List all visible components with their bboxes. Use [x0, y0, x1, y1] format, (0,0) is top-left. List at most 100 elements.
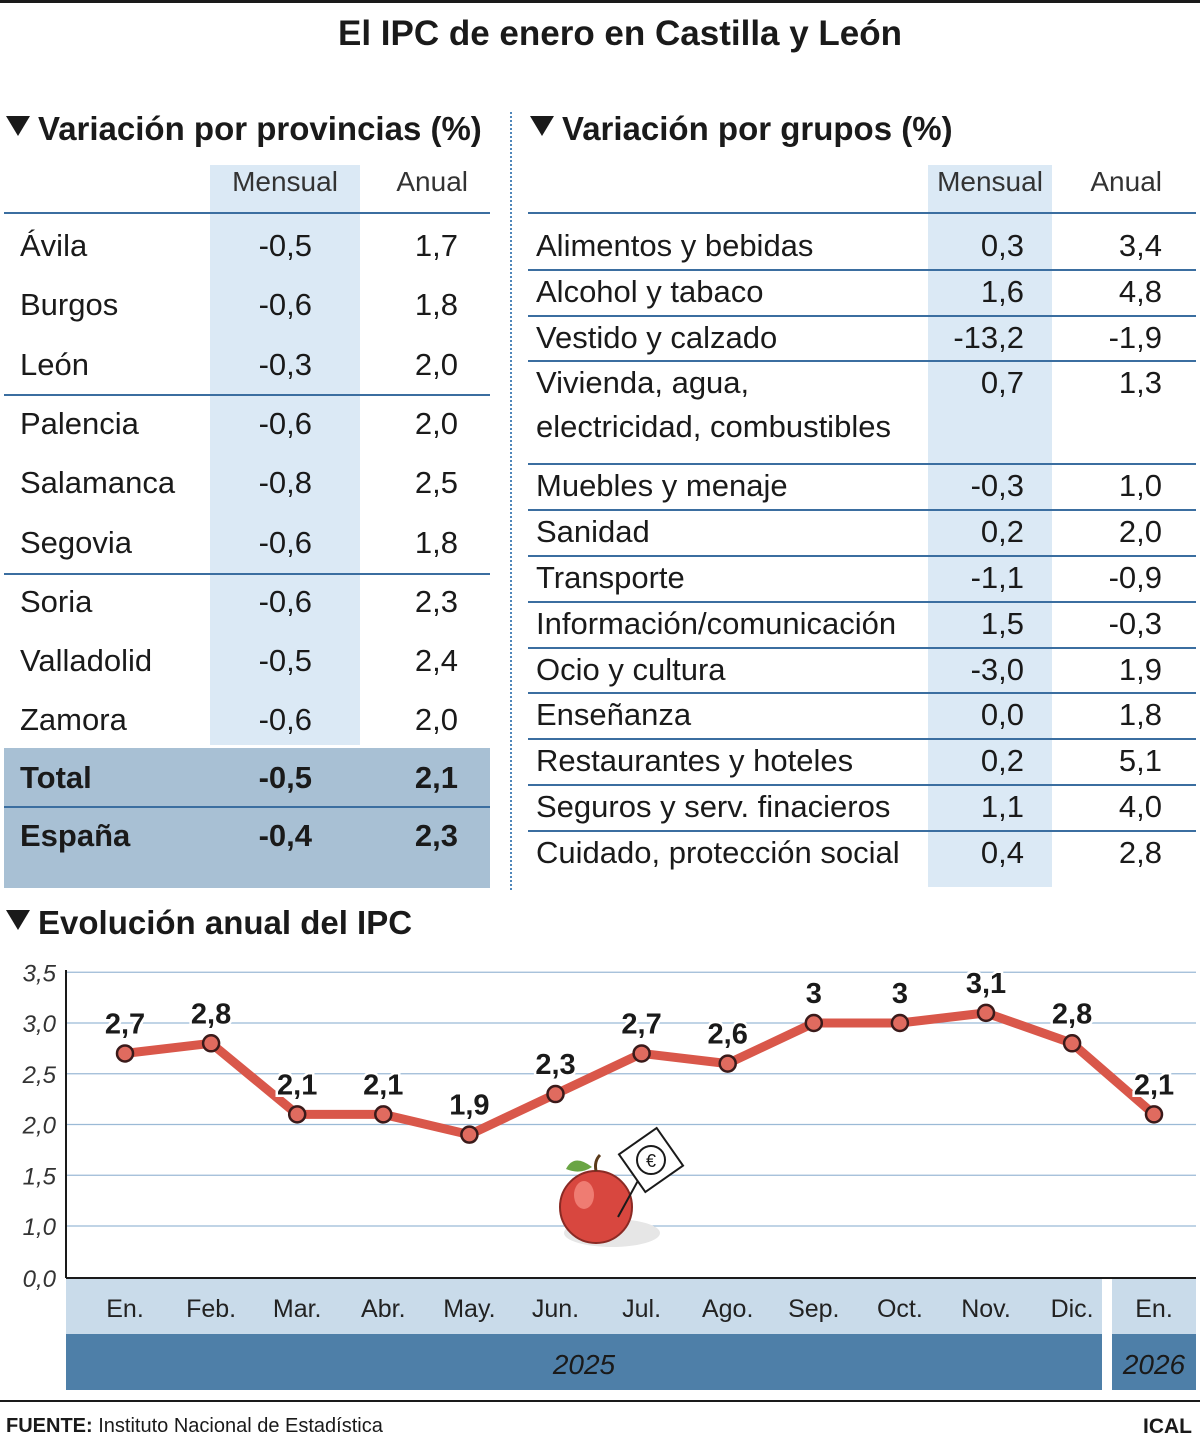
espana-anual: 2,3: [414, 818, 458, 853]
provincia-row: Zamora -0,6 2,0: [4, 702, 490, 752]
grupo-name: Alimentos y bebidas: [536, 228, 814, 263]
data-label: 2,6: [708, 1019, 748, 1051]
grupo-row-rule: [528, 829, 1196, 832]
provincia-mensual: -0,6: [258, 524, 312, 560]
data-label: 2,8: [191, 998, 231, 1030]
y-tick-label: 1,5: [23, 1163, 57, 1190]
grupo-mensual: -0,3: [970, 468, 1024, 504]
espana-row: España -0,4 2,3: [4, 808, 490, 888]
month-band-2026: [1112, 1278, 1196, 1334]
grupo-row: Alcohol y tabaco 1,6 4,8: [528, 270, 1196, 316]
x-tick-label: Sep.: [788, 1295, 839, 1323]
data-point: [718, 1054, 737, 1073]
grupo-mensual: 0,4: [980, 834, 1024, 870]
provincias-section-title: Variación por provincias (%): [6, 110, 482, 148]
grupo-row-rule: [528, 555, 1196, 557]
grupo-row: Vivienda, agua, electricidad, combustible…: [528, 361, 1196, 464]
provincia-anual: 1,8: [414, 524, 458, 560]
year-band-2025: [66, 1334, 1102, 1390]
y-tick-label: 2,5: [22, 1062, 57, 1089]
x-tick-label: Dic.: [1051, 1295, 1094, 1323]
grupos-header-anual: Anual: [1090, 166, 1162, 197]
grupo-name: Seguros y serv. finacieros: [536, 789, 891, 824]
grupo-row: Información/comunicación 1,5 -0,3: [528, 602, 1196, 648]
provincia-anual: 1,8: [414, 287, 458, 323]
provincia-name: Valladolid: [20, 643, 153, 679]
grupos-mensual-column-bg: [928, 165, 1052, 887]
provincia-name: Segovia: [20, 524, 133, 560]
svg-text:€: €: [646, 1151, 656, 1171]
x-tick-label: Oct.: [877, 1295, 923, 1323]
grupo-name: Vivienda, agua,: [536, 365, 750, 401]
total-label: Total: [20, 760, 92, 795]
x-tick-label: Mar.: [273, 1295, 322, 1323]
grupo-name: Restaurantes y hoteles: [536, 743, 854, 779]
grupo-mensual: 0,2: [980, 743, 1024, 779]
provincia-anual: 2,5: [414, 465, 458, 501]
grupo-row-rule: [528, 314, 1196, 317]
grupo-row: Transporte -1,1 -0,9: [528, 556, 1196, 602]
grupo-mensual: 0,3: [980, 228, 1024, 263]
provincia-row: Soria -0,6 2,3: [4, 584, 490, 634]
grupo-row: Enseñanza 0,0 1,8: [528, 693, 1196, 739]
provincia-name: Burgos: [20, 287, 119, 323]
provincia-anual: 2,3: [414, 583, 458, 619]
data-point: [890, 1013, 910, 1033]
grupo-mensual: -3,0: [970, 651, 1024, 687]
grupo-row-rule: [528, 360, 1196, 363]
provincia-anual: 2,4: [414, 643, 458, 679]
grupo-mensual: 0,7: [980, 365, 1024, 401]
data-point: [976, 1003, 996, 1023]
grupo-anual: 3,4: [1118, 228, 1162, 263]
data-point: [460, 1125, 479, 1144]
data-point: [1144, 1105, 1164, 1124]
grupo-row-rule: [528, 600, 1196, 603]
grupo-anual: -0,9: [1108, 560, 1162, 595]
credit-label: ICAL: [1143, 1415, 1192, 1438]
data-label: 3,1: [966, 968, 1006, 1000]
data-label: 2,1: [363, 1069, 403, 1101]
grupo-name: Alcohol y tabaco: [536, 273, 764, 309]
data-label: 2,3: [535, 1049, 575, 1081]
grupo-row: Cuidado, protección social 0,4 2,8: [528, 831, 1196, 877]
provincias-group-rule: [4, 394, 490, 396]
grupo-name: Sanidad: [536, 514, 650, 550]
grupo-mensual: -13,2: [953, 319, 1024, 355]
grupo-name: Información/comunicación: [536, 605, 897, 641]
provincia-anual: 2,0: [414, 702, 458, 738]
page-title: El IPC de enero en Castilla y León: [337, 14, 903, 53]
grupos-header-rule: [528, 212, 1196, 214]
grupo-anual: 4,0: [1118, 789, 1162, 824]
data-label: 2,1: [1134, 1069, 1174, 1101]
total-row: Total -0,5 2,1: [4, 748, 490, 807]
grupo-anual: -0,3: [1108, 605, 1162, 641]
year-label: 2026: [1122, 1349, 1186, 1380]
total-anual: 2,1: [414, 760, 458, 795]
grupo-mensual: 1,1: [980, 789, 1024, 824]
data-label: 2,8: [1052, 998, 1092, 1030]
grupo-row: Alimentos y bebidas 0,3 3,4: [528, 224, 1196, 270]
triangle-down-icon: [530, 116, 554, 136]
x-tick-label: Ago.: [702, 1295, 753, 1323]
grupo-row-rule: [528, 463, 1196, 466]
provincia-anual: 2,0: [414, 405, 458, 441]
provincia-mensual: -0,5: [258, 228, 312, 263]
grupo-name-line2: electricidad, combustibles: [536, 409, 891, 445]
provincia-mensual: -0,8: [258, 465, 312, 501]
month-band-2025: [66, 1278, 1102, 1334]
grupo-mensual: 0,0: [980, 697, 1024, 733]
provincias-group-rule: [4, 573, 490, 575]
provincia-row: León -0,3 2,0: [4, 347, 490, 397]
grupo-row-rule: [528, 268, 1196, 271]
grupos-header-mensual: Mensual: [937, 166, 1043, 197]
data-point: [287, 1105, 307, 1124]
grupo-row-rule: [528, 509, 1196, 512]
provincias-header-rule: [4, 212, 490, 214]
grupo-name: Ocio y cultura: [536, 651, 726, 687]
grupo-anual: -1,9: [1108, 319, 1162, 355]
data-point: [804, 1013, 824, 1033]
grupo-row-rule: [528, 738, 1196, 741]
y-tick-label: 1,0: [23, 1214, 57, 1241]
grupo-mensual: 1,6: [980, 273, 1024, 309]
data-point: [115, 1044, 135, 1063]
